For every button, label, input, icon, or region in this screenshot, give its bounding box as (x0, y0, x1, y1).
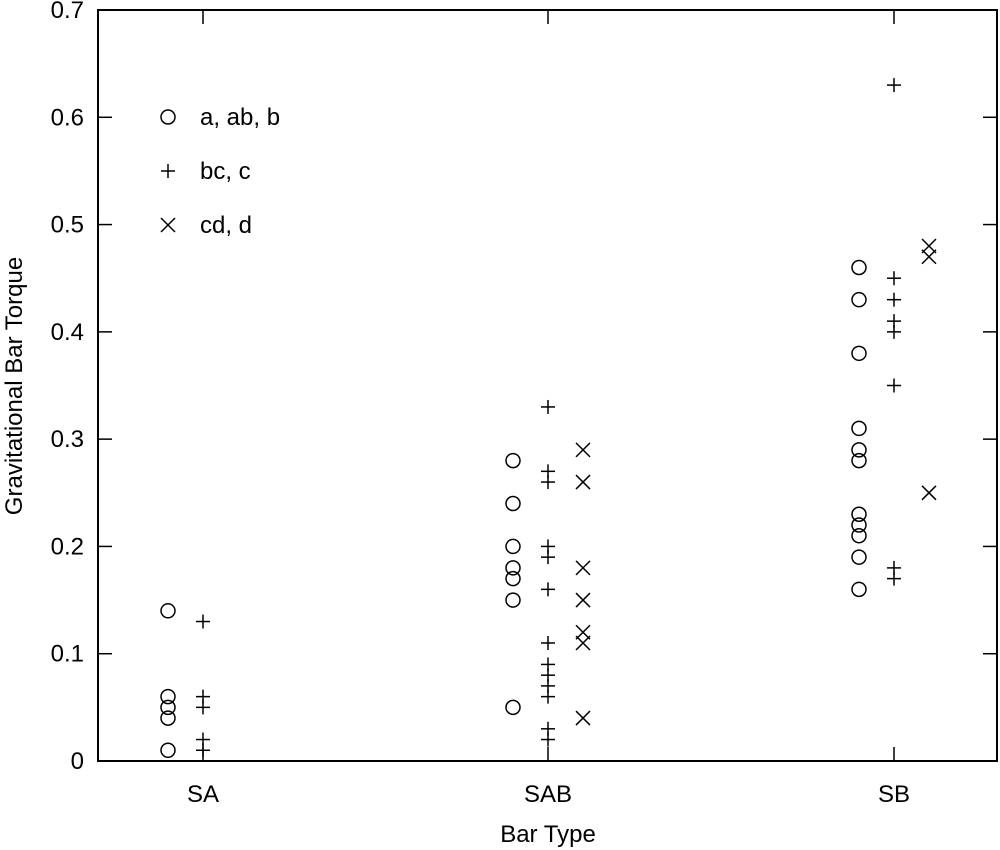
plus-point (541, 550, 555, 565)
cross-point (921, 238, 937, 254)
y-tick-label: 0.3 (51, 426, 84, 453)
cross-point (575, 560, 591, 576)
x-tick-label: SB (878, 781, 910, 808)
y-tick-label: 0.6 (51, 104, 84, 131)
y-tick-label: 0.4 (51, 319, 84, 346)
circle-point (851, 452, 867, 469)
plus-point (887, 78, 901, 93)
circle-point (851, 581, 867, 598)
plus-point (196, 743, 210, 758)
circle-point (851, 291, 867, 308)
plus-point (541, 689, 555, 704)
circle-point (851, 527, 867, 544)
cross-point (921, 485, 937, 501)
x-tick-labels: SA SAB SB (187, 781, 910, 808)
cross-point (575, 474, 591, 490)
y-tick-labels: 0 0.1 0.2 0.3 0.4 0.5 0.6 0.7 (51, 0, 84, 775)
circle-point (505, 570, 521, 587)
cross-stroke (575, 560, 591, 576)
cross-point (921, 249, 937, 265)
legend: a, ab, b bc, c cd, d (160, 104, 280, 239)
legend-cross-marker (160, 217, 176, 233)
legend-plus-marker (161, 164, 175, 178)
circle-point (851, 517, 867, 533)
plus-point (887, 271, 901, 286)
circle-point (505, 495, 521, 512)
plus-point (196, 614, 210, 629)
circle-point (851, 259, 867, 276)
x-axis-title: Bar Type (500, 821, 596, 848)
legend-label: bc, c (200, 158, 251, 185)
plus-point (541, 582, 555, 597)
plus-point (887, 571, 901, 586)
plus-point (887, 324, 901, 339)
cross-point (575, 592, 591, 608)
plus-point (887, 378, 901, 393)
cross-stroke (575, 474, 591, 490)
legend-circle-marker (160, 109, 176, 125)
x-tick-label: SA (187, 781, 219, 808)
y-tick-label: 0.5 (51, 212, 84, 239)
cross-stroke (921, 238, 937, 254)
circle-point (505, 452, 521, 469)
cross-stroke (575, 710, 591, 726)
plus-point (541, 635, 555, 650)
x-tick-label: SAB (524, 781, 572, 808)
plus-point (541, 475, 555, 490)
circle-point (505, 538, 521, 555)
plus-point (541, 399, 555, 414)
y-axis-title: Gravitational Bar Torque (1, 257, 28, 515)
y-tick-label: 0.1 (51, 641, 84, 668)
circle-point (851, 442, 867, 458)
cross-stroke (921, 485, 937, 501)
cross-point (575, 710, 591, 726)
circle-point (505, 560, 521, 576)
circle-point (160, 742, 176, 759)
y-tick-label: 0 (71, 748, 84, 775)
circle-point (851, 506, 867, 522)
circle-point (160, 710, 176, 726)
plus-point (887, 292, 901, 307)
circle-point (851, 345, 867, 362)
cross-point (575, 624, 591, 640)
legend-label: cd, d (200, 212, 252, 239)
circle-point (851, 420, 867, 437)
plus-point (196, 700, 210, 715)
circle-point (505, 699, 521, 716)
cross-point (575, 635, 591, 651)
circle-point (160, 699, 176, 716)
circle-point (505, 592, 521, 608)
circle-point (851, 549, 867, 565)
y-tick-label: 0.7 (51, 0, 84, 24)
cross-stroke (575, 635, 591, 651)
cross-stroke (575, 592, 591, 608)
cross-point (575, 442, 591, 458)
axis-ticks (98, 9, 997, 762)
cross-stroke (575, 442, 591, 458)
circle-point (160, 688, 176, 705)
cross-stroke (575, 624, 591, 640)
y-tick-label: 0.2 (51, 533, 84, 560)
legend-label: a, ab, b (200, 104, 280, 131)
cross-stroke (921, 249, 937, 265)
cross-stroke (160, 217, 176, 233)
plus-point (541, 732, 555, 747)
circle-point (160, 603, 176, 619)
data-points (160, 78, 937, 759)
